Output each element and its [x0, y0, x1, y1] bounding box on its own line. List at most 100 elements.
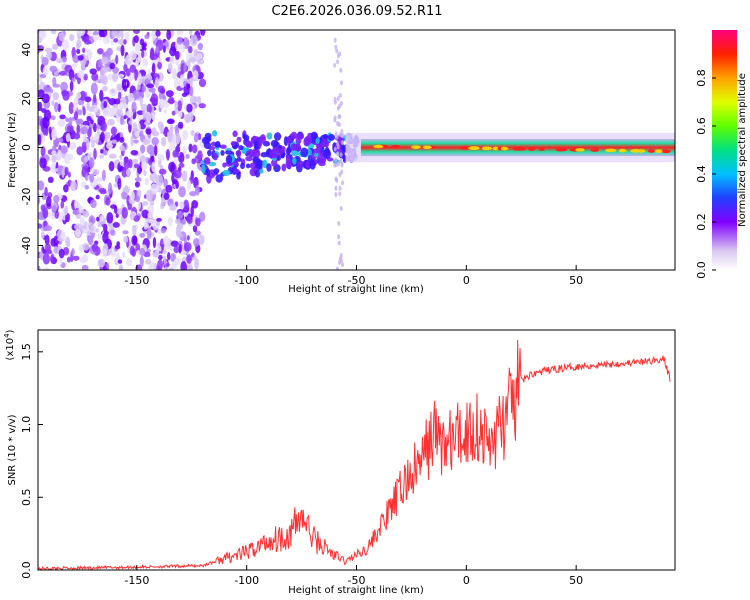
spectrogram-speckle: [177, 121, 184, 129]
spectrogram-speckle: [121, 207, 128, 219]
spectrogram-speckle: [57, 149, 62, 161]
spectrogram-speckle: [140, 103, 148, 112]
spectrogram-speckle: [213, 168, 220, 174]
spectrogram-speckle: [123, 39, 127, 45]
spectrogram-speckle: [122, 230, 129, 235]
spectrogram-speckle: [134, 181, 140, 188]
spectrogram-speckle: [116, 108, 123, 117]
spectrogram-speckle: [82, 243, 90, 251]
spectrogram-peak: [655, 149, 663, 153]
spectrogram-speckle: [125, 110, 134, 117]
spectrogram-y-tick-label: 0: [20, 144, 33, 151]
spectrogram-speckle: [42, 66, 49, 76]
spectrogram-speckle: [253, 140, 259, 150]
spectrogram-speckle: [134, 177, 142, 182]
spectrogram-speckle: [138, 73, 143, 86]
snr-series-line: [38, 339, 671, 570]
spectrogram-speckle: [39, 157, 47, 169]
spectrogram-speckle: [188, 57, 197, 63]
spectrogram-speckle: [51, 43, 59, 51]
spectrogram-speckle: [133, 163, 140, 169]
spectrogram-speckle: [111, 72, 119, 83]
spectrogram-speckle: [139, 247, 146, 256]
spectrogram-speckle: [214, 143, 221, 148]
spectrogram-speckle: [102, 232, 109, 244]
spectrogram-speckle: [106, 142, 113, 150]
spectrogram-speckle: [140, 144, 146, 154]
spectrogram-speckle: [180, 74, 184, 81]
spectrogram-y-tick-label: 20: [20, 92, 33, 106]
spectrogram-speckle: [123, 158, 131, 170]
spectrogram-speckle: [146, 227, 152, 240]
spectrogram-speckle: [131, 101, 137, 113]
spectrogram-speckle: [175, 50, 180, 60]
spectrogram-speckle: [82, 210, 90, 218]
spectrogram-y-tick-label: 40: [20, 43, 33, 57]
spectrogram-speckle: [39, 30, 47, 40]
spectrogram-y-axis-title: Frequency (Hz): [7, 112, 18, 188]
spectrogram-speckle: [126, 258, 133, 267]
spectrogram-speckle: [88, 106, 95, 113]
spectrogram-peak: [636, 149, 646, 153]
spectrogram-speckle: [101, 85, 108, 92]
spectrogram-speckle: [88, 221, 94, 231]
spectrogram-speckle: [188, 143, 193, 153]
spectrogram-speckle: [171, 262, 177, 269]
spectrogram-speckle: [163, 235, 170, 246]
spectrogram-speckle: [61, 168, 65, 179]
spectrogram-peak: [538, 147, 545, 152]
spectrogram-speckle: [162, 249, 167, 254]
spectrogram-speckle: [91, 243, 99, 252]
spectrogram-speckle: [337, 220, 341, 226]
spectrogram-speckle: [225, 154, 233, 165]
spectrogram-speckle: [116, 83, 122, 92]
spectrogram-speckle: [189, 30, 193, 36]
spectrogram-speckle: [96, 48, 104, 55]
spectrogram-speckle: [63, 184, 69, 193]
spectrogram-speckle: [104, 131, 111, 140]
spectrogram-speckle: [116, 208, 122, 213]
spectrogram-speckle: [75, 92, 82, 99]
spectrogram-speckle: [304, 137, 312, 143]
spectrogram-speckle: [128, 120, 133, 125]
spectrogram-speckle: [222, 169, 231, 177]
spectrogram-speckle: [52, 83, 61, 88]
spectrogram-speckle: [51, 128, 58, 141]
spectrogram-speckle: [99, 214, 105, 223]
spectrogram-speckle: [90, 119, 94, 125]
spectrogram-speckle: [114, 244, 121, 250]
spectrogram-speckle: [117, 177, 122, 190]
snr-x-axis-title: Height of straight line (km): [288, 585, 424, 596]
spectrogram-x-tick-label: -50: [348, 274, 366, 287]
spectrogram-speckle: [134, 195, 141, 203]
spectrogram-speckle: [197, 132, 202, 141]
spectrogram-speckle: [146, 144, 155, 155]
spectrogram-speckle: [60, 145, 68, 154]
spectrogram-speckle: [151, 112, 156, 121]
spectrogram-speckle: [60, 200, 65, 209]
snr-scale-exponent: 4: [3, 333, 11, 338]
spectrogram-speckle: [123, 186, 130, 194]
spectrogram-speckle: [172, 67, 177, 77]
spectrogram-speckle: [176, 30, 184, 36]
spectrogram-speckle: [77, 55, 84, 61]
spectrogram-speckle: [170, 240, 179, 247]
spectrogram-speckle: [42, 207, 49, 219]
spectrogram-speckle: [175, 225, 182, 238]
spectrogram-speckle: [53, 101, 59, 113]
spectrogram-speckle: [76, 124, 81, 134]
colorbar-tick-label: 0.2: [695, 213, 708, 231]
spectrogram-speckle: [337, 122, 341, 128]
spectrogram-speckle: [107, 118, 115, 126]
spectrogram-speckle: [334, 44, 338, 50]
spectrogram-speckle: [338, 132, 342, 138]
spectrogram-speckle: [155, 174, 164, 187]
spectrogram-speckle: [44, 225, 53, 232]
spectrogram-speckle: [89, 167, 95, 173]
spectrogram-speckle: [281, 163, 287, 172]
spectrogram-speckle: [155, 30, 161, 37]
spectrogram-speckle: [245, 163, 251, 169]
spectrogram-speckle: [252, 156, 260, 164]
spectrogram-speckle: [327, 133, 336, 141]
